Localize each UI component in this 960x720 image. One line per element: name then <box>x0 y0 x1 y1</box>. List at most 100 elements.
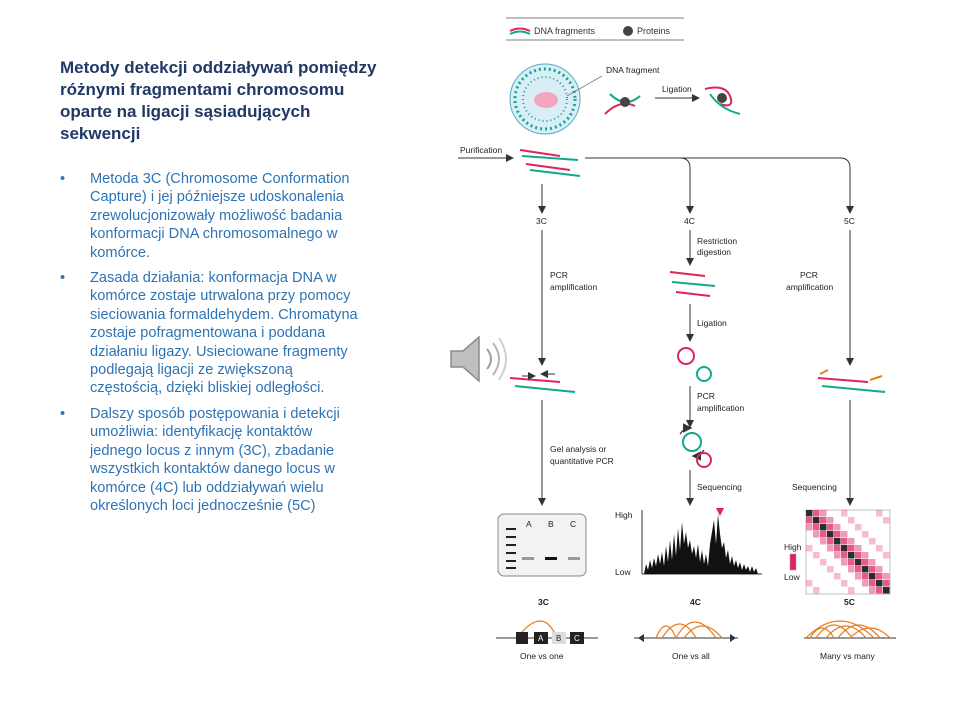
bullet-item: • Zasada działania: konformacja DNA w kom… <box>60 269 365 398</box>
bullet-item: • Metoda 3C (Chromosome Conformation Capt… <box>60 170 365 262</box>
method-4c-label: 4C <box>684 216 695 226</box>
heatmap-cell <box>834 545 841 552</box>
sequencing-step-4c: Sequencing <box>697 482 742 492</box>
pcr-fragments-5c <box>817 369 886 393</box>
heatmap-cell <box>869 573 876 580</box>
heatmap-cell <box>862 531 869 538</box>
pcr-step-5c-b: amplification <box>786 282 834 292</box>
heatmap-cell <box>855 566 862 573</box>
heatmap-cell <box>876 573 883 580</box>
locus-a: A <box>538 634 544 643</box>
heatmap <box>805 509 891 595</box>
heatmap-cell <box>806 524 813 531</box>
heatmap-cell <box>862 559 869 566</box>
heatmap-cell <box>876 587 883 594</box>
speaker-icon[interactable] <box>447 329 513 389</box>
heatmap-cell <box>841 559 848 566</box>
summary-4c-label: 4C <box>690 597 701 607</box>
gel-step-a: Gel analysis or <box>550 444 606 454</box>
signal-plot: High Low <box>615 508 762 577</box>
heatmap-cell <box>806 510 813 517</box>
bullet-list: • Metoda 3C (Chromosome Conformation Capt… <box>60 170 365 522</box>
heatmap-cell <box>848 545 855 552</box>
restriction-step-a: Restriction <box>697 236 737 246</box>
heatmap-cell <box>834 538 841 545</box>
bullet-text: Dalszy sposób postępowania i detekcji um… <box>90 405 340 514</box>
legend: DNA fragments Proteins <box>506 17 684 41</box>
gel-lane-c: C <box>570 519 576 529</box>
heatmap-cell <box>855 545 862 552</box>
heatmap-cell <box>806 517 813 524</box>
heatmap-cell <box>827 517 834 524</box>
heatmap-cell <box>834 524 841 531</box>
plot-low-label: Low <box>615 567 631 577</box>
heatmap-cell <box>820 531 827 538</box>
heatmap-cell <box>841 538 848 545</box>
heatmap-cell <box>841 580 848 587</box>
heatmap-cell <box>855 552 862 559</box>
purification-label: Purification <box>460 145 502 155</box>
heatmap-cell <box>834 531 841 538</box>
heatmap-cell <box>883 552 890 559</box>
heatmap-cell <box>848 517 855 524</box>
pcr-step-4c-b: amplification <box>697 403 745 413</box>
summary-5c-label: 5C <box>844 597 855 607</box>
gel-image: A B C <box>497 513 587 577</box>
heatmap-cell <box>820 538 827 545</box>
many-vs-many-label: Many vs many <box>820 651 876 661</box>
dna-fragment-label: DNA fragment <box>606 65 660 75</box>
heatmap-cell <box>883 580 890 587</box>
heatmap-cell <box>869 559 876 566</box>
heatmap-cell <box>813 552 820 559</box>
sequencing-step-5c: Sequencing <box>792 482 837 492</box>
heatmap-cell <box>869 566 876 573</box>
heatmap-cell <box>834 573 841 580</box>
heatmap-cell <box>883 587 890 594</box>
heatmap-cell <box>876 510 883 517</box>
heatmap-cell <box>841 510 848 517</box>
heatmap-cell <box>827 524 834 531</box>
heatmap-cell <box>862 552 869 559</box>
heatmap-cell <box>848 566 855 573</box>
heatmap-cell <box>827 531 834 538</box>
heatmap-cell <box>869 587 876 594</box>
summary-3c-label: 3C <box>538 597 549 607</box>
bullet-dot: • <box>60 270 66 287</box>
heatmap-cell <box>841 545 848 552</box>
digested-fragments <box>669 271 716 297</box>
heatmap-cell <box>806 580 813 587</box>
heatmap-cell <box>820 517 827 524</box>
bullet-dot: • <box>60 171 66 187</box>
method-5c-label: 5C <box>844 216 855 226</box>
heatmap-cell <box>813 510 820 517</box>
heatmap-cell <box>841 531 848 538</box>
ligation-label: Ligation <box>662 84 692 94</box>
slide-title: Metody detekcji oddziaływań pomiędzy róż… <box>60 58 377 143</box>
nucleus-illustration: DNA fragment Ligation <box>509 63 741 135</box>
heatmap-cell <box>855 573 862 580</box>
heatmap-cell <box>813 531 820 538</box>
gel-lane-b: B <box>548 519 554 529</box>
legend-proteins-label: Proteins <box>637 26 671 36</box>
plot-high-label: High <box>615 510 633 520</box>
heatmap-cell <box>869 580 876 587</box>
bullet-text: Metoda 3C (Chromosome Conformation Captu… <box>90 171 350 261</box>
heatmap-cell <box>876 580 883 587</box>
heatmap-cell <box>827 538 834 545</box>
heatmap-cell <box>883 573 890 580</box>
heatmap-scale <box>789 553 797 571</box>
summary-row: 3C 4C 5C A B C One vs one One vs all Man… <box>496 597 896 661</box>
heatmap-cell <box>862 566 869 573</box>
method-3c-label: 3C <box>536 216 547 226</box>
locus-c: C <box>574 634 580 643</box>
heatmap-cell <box>883 517 890 524</box>
one-vs-one-label: One vs one <box>520 651 564 661</box>
heatmap-cell <box>848 559 855 566</box>
ligation-step-4c: Ligation <box>697 318 727 328</box>
heatmap-cell <box>806 545 813 552</box>
pcr-step-3c-b: amplification <box>550 282 598 292</box>
heatmap-cell <box>827 566 834 573</box>
locus-b: B <box>556 634 561 643</box>
gel-lane-a: A <box>526 519 532 529</box>
pcr-step-3c: PCR <box>550 270 568 280</box>
